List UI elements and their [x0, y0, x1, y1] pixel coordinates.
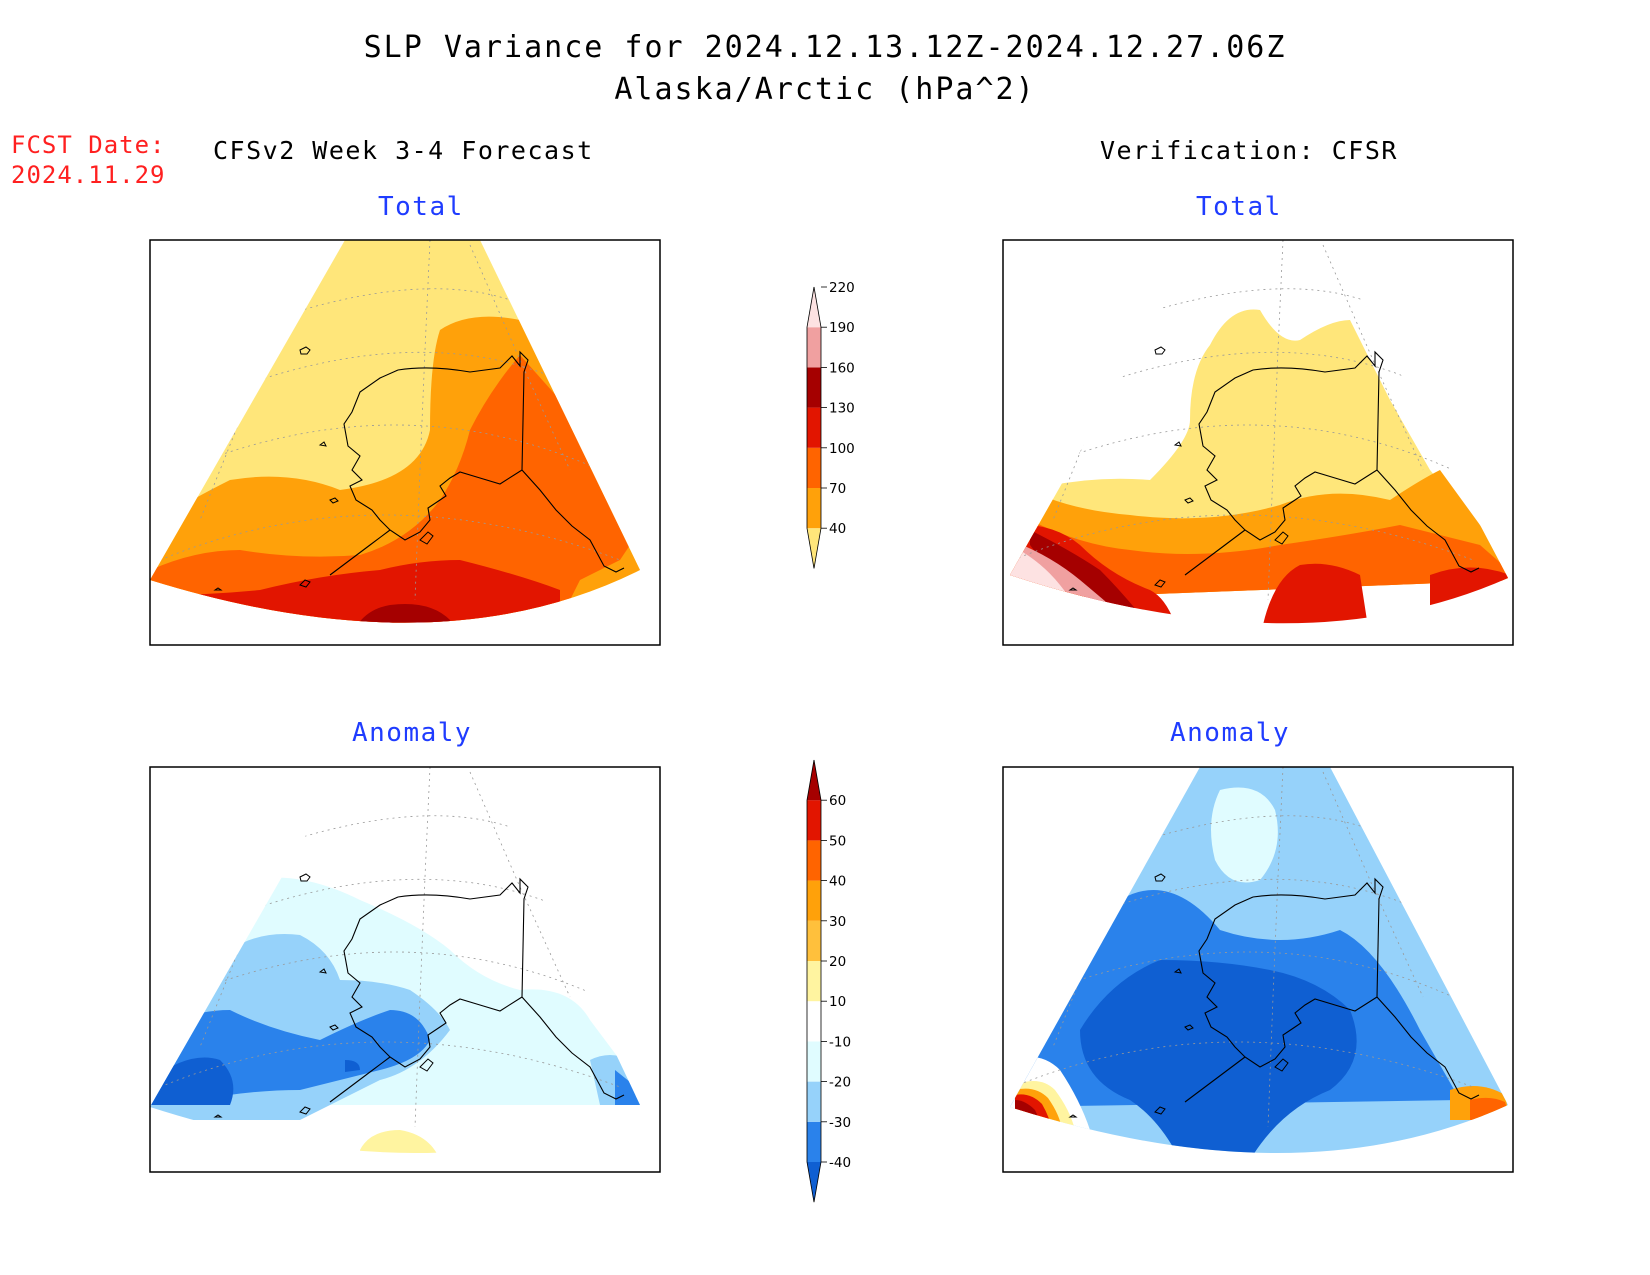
anomaly-color-bin-9: [807, 800, 821, 841]
anomaly-below-minus40-region: [1080, 960, 1357, 1154]
anomaly-tick-label: 10: [829, 994, 846, 1010]
total-color-bin-2: [807, 447, 821, 488]
total-tick-label: 70: [829, 481, 846, 497]
anomaly-color-bin-4: [807, 1001, 821, 1042]
total-color-bin-5: [807, 327, 821, 368]
panel-title-forecast-anomaly: Anomaly: [352, 718, 473, 748]
anomaly-minus10-minus20-region: [1211, 787, 1278, 883]
verification-anomaly-map: [1002, 766, 1514, 1173]
total-color-bin-0: [807, 528, 821, 569]
total-color-bin-3: [807, 407, 821, 448]
panel-frame: [149, 766, 661, 1173]
total-160-190-region: [350, 604, 455, 623]
total-tick-label: 190: [829, 320, 855, 336]
anomaly-color-bin-2: [807, 1081, 821, 1122]
anomaly-color-bin-0: [807, 1162, 821, 1203]
anomaly-color-bin-5: [807, 961, 821, 1002]
total-color-bin-1: [807, 488, 821, 529]
panel-title-verification-anomaly: Anomaly: [1170, 718, 1291, 748]
total-tick-label: 160: [829, 360, 855, 376]
anomaly-tick-label: 50: [829, 833, 846, 849]
anomaly-color-bin-1: [807, 1121, 821, 1162]
total-100-130-region: [150, 355, 640, 623]
fcst-date-value: 2024.11.29: [11, 161, 166, 189]
anomaly-tick-label: 20: [829, 954, 846, 970]
anomaly-color-bin-6: [807, 920, 821, 961]
fcst-date-label: FCST Date:: [11, 131, 166, 159]
anomaly-color-bin-10: [807, 760, 821, 801]
total-tick-label: 220: [829, 280, 855, 296]
anomaly-color-bin-7: [807, 880, 821, 921]
panel-frame: [1002, 239, 1514, 646]
panel-frame: [1002, 766, 1514, 1173]
anomaly-minus30-minus40-region: [150, 1010, 640, 1105]
anomaly-tick-label: -40: [829, 1155, 851, 1171]
total-tick-label: 130: [829, 401, 855, 417]
forecast-anomaly-map: [149, 766, 661, 1173]
chart-subtitle: Alaska/Arctic (hPa^2): [614, 72, 1036, 107]
forecast-total-map: [149, 239, 661, 646]
anomaly-tick-label: -20: [829, 1075, 851, 1091]
anomaly-color-bin-3: [807, 1041, 821, 1082]
total-colorbar-outline: [806, 286, 822, 569]
anomaly-colorbar-outline: [806, 759, 822, 1203]
anomaly-tick-label: -30: [829, 1115, 851, 1131]
anomaly-below-minus40-region: [150, 1057, 360, 1105]
total-tick-label: 40: [829, 521, 846, 537]
total-100-130-region: [1010, 520, 1508, 600]
total-colorbar: 40 70 100 130 160 190 220: [806, 280, 855, 569]
anomaly-tick-label: 40: [829, 874, 846, 890]
chart-title: SLP Variance for 2024.12.13.12Z-2024.12.…: [363, 30, 1287, 65]
verification-column-label: Verification: CFSR: [1100, 136, 1398, 165]
forecast-column-label: CFSv2 Week 3-4 Forecast: [213, 136, 594, 165]
anomaly-color-bin-8: [807, 840, 821, 881]
verification-total-map: [1002, 239, 1514, 646]
total-color-bin-6: [807, 287, 821, 328]
panel-title-forecast-total: Total: [378, 192, 464, 222]
anomaly-tick-label: 60: [829, 793, 846, 809]
total-color-bin-4: [807, 367, 821, 408]
anomaly-colorbar: -40 -30 -20 -10 10 20 30 40 50 60: [806, 759, 851, 1203]
total-tick-label: 100: [829, 441, 855, 457]
anomaly-tick-label: 30: [829, 914, 846, 930]
panel-frame: [149, 239, 661, 646]
panel-title-verification-total: Total: [1196, 192, 1282, 222]
anomaly-tick-label: -10: [829, 1034, 851, 1050]
